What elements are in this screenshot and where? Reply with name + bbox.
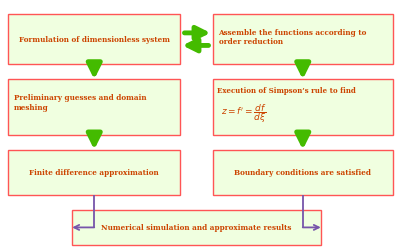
Text: Assemble the functions according to
order reduction: Assemble the functions according to orde… [219, 29, 367, 46]
FancyBboxPatch shape [8, 150, 180, 195]
FancyBboxPatch shape [72, 210, 321, 245]
FancyBboxPatch shape [8, 15, 180, 65]
Text: Formulation of dimensionless system: Formulation of dimensionless system [19, 36, 170, 44]
FancyBboxPatch shape [213, 15, 393, 65]
FancyBboxPatch shape [213, 150, 393, 195]
Text: Finite difference approximation: Finite difference approximation [29, 168, 159, 176]
Text: Execution of Simpson’s rule to find: Execution of Simpson’s rule to find [217, 86, 355, 94]
Text: Preliminary guesses and domain
meshing: Preliminary guesses and domain meshing [14, 94, 147, 111]
Text: $z = f' = \dfrac{df}{d\xi}$: $z = f' = \dfrac{df}{d\xi}$ [221, 102, 266, 125]
FancyBboxPatch shape [8, 80, 180, 135]
Text: Boundary conditions are satisfied: Boundary conditions are satisfied [234, 168, 371, 176]
Text: Numerical simulation and approximate results: Numerical simulation and approximate res… [101, 224, 292, 232]
FancyBboxPatch shape [213, 80, 393, 135]
